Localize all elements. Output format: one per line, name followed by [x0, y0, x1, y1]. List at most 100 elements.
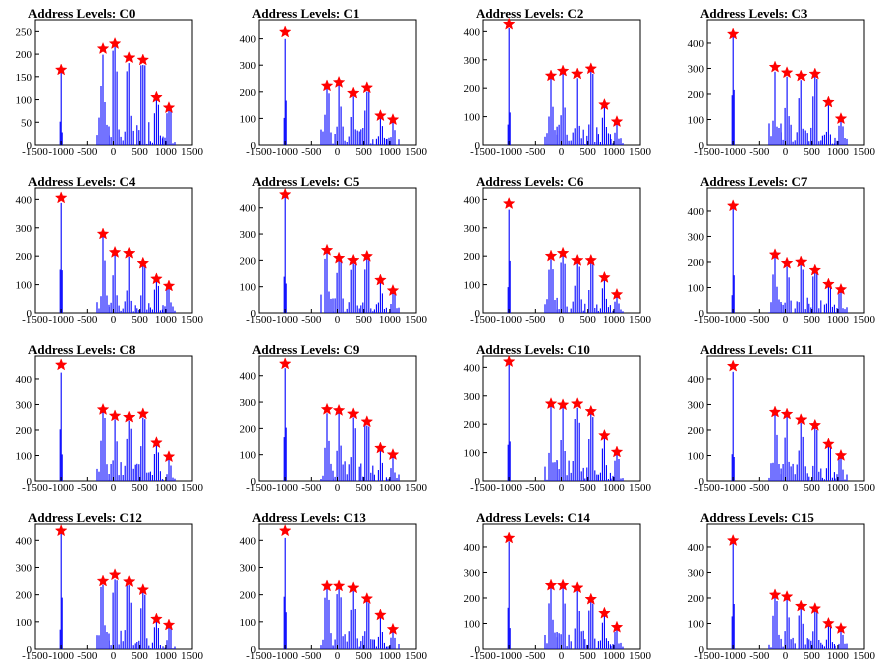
- peak-marker: [726, 27, 740, 40]
- peak-marker: [320, 243, 334, 256]
- y-tick-label: 200: [16, 251, 33, 263]
- x-tick-label: 1500: [405, 482, 428, 494]
- x-tick-label: -1500: [22, 146, 48, 158]
- peak-marker: [584, 404, 598, 417]
- peak-marker: [502, 531, 516, 544]
- histogram-series: [731, 34, 848, 145]
- x-tick-label: -1000: [720, 146, 746, 158]
- x-tick-label: 500: [579, 482, 596, 494]
- peak-marker: [584, 592, 598, 605]
- peak-marker: [834, 448, 848, 461]
- peak-marker: [346, 253, 360, 266]
- peak-marker: [96, 402, 110, 415]
- histogram-series: [59, 202, 176, 313]
- peak-marker: [726, 359, 740, 372]
- chart-title: Address Levels: C14: [476, 510, 590, 525]
- histogram-series: [731, 208, 848, 313]
- x-tick-label: -1000: [272, 314, 298, 326]
- x-tick-label: 1000: [155, 482, 178, 494]
- x-tick-label: 1000: [379, 650, 402, 662]
- x-tick-label: -1500: [22, 482, 48, 494]
- y-tick-label: 300: [464, 391, 481, 403]
- y-tick-label: 400: [240, 535, 257, 547]
- peak-marker: [584, 253, 598, 266]
- x-tick-label: 500: [355, 314, 372, 326]
- y-tick-label: 300: [464, 567, 481, 579]
- y-tick-label: 200: [464, 83, 481, 95]
- histogram-series: [507, 362, 624, 481]
- x-tick-label: 0: [559, 314, 565, 326]
- peak-marker: [374, 441, 387, 454]
- peak-marker: [54, 63, 68, 76]
- x-tick-label: -1500: [246, 146, 272, 158]
- histogram-series: [59, 533, 176, 649]
- y-tick-label: 100: [16, 450, 33, 462]
- x-tick-label: 1000: [379, 146, 402, 158]
- peak-marker: [544, 578, 558, 591]
- y-tick-label: 200: [240, 423, 257, 435]
- x-tick-label: -500: [301, 650, 322, 662]
- peak-marker: [122, 410, 136, 423]
- histogram-chart: Address Levels: C14 0 100 200 300 400 -1500 -10…: [464, 510, 652, 662]
- histogram-series: [507, 28, 624, 145]
- x-tick-label: 1500: [629, 482, 652, 494]
- y-tick-label: 100: [16, 280, 33, 292]
- x-tick-label: -1500: [246, 482, 272, 494]
- peak-marker: [386, 622, 400, 635]
- peak-marker: [570, 397, 584, 410]
- peak-marker: [150, 272, 163, 285]
- peak-marker: [320, 402, 334, 415]
- peak-marker: [610, 287, 624, 300]
- y-tick-label: 100: [16, 95, 33, 107]
- peak-marker: [780, 407, 794, 420]
- x-tick-label: -1000: [720, 482, 746, 494]
- y-tick-label: 0: [251, 476, 257, 488]
- x-tick-label: 1500: [405, 314, 428, 326]
- histogram-chart: Address Levels: C8 0 100 200 300 400 -1500 -100…: [16, 342, 204, 494]
- x-tick-label: 0: [335, 482, 341, 494]
- y-tick-label: 50: [21, 117, 33, 129]
- peak-marker: [610, 115, 624, 128]
- x-tick-label: -1000: [720, 650, 746, 662]
- x-tick-label: 1000: [603, 146, 626, 158]
- x-tick-label: 1000: [827, 314, 850, 326]
- x-tick-label: 0: [111, 146, 117, 158]
- peak-marker: [808, 602, 822, 615]
- peak-marker: [108, 409, 122, 422]
- peak-marker: [360, 415, 374, 428]
- chart-panel: Address Levels: C5 0 100 200 300 400 -1500 -100…: [224, 168, 448, 336]
- peak-marker: [584, 62, 598, 75]
- y-tick-label: 200: [688, 89, 705, 101]
- peak-marker: [502, 354, 516, 368]
- peak-marker: [54, 524, 68, 537]
- x-tick-label: 500: [131, 146, 148, 158]
- x-tick-label: 500: [803, 314, 820, 326]
- x-tick-label: -500: [77, 314, 98, 326]
- peak-marker: [556, 398, 570, 411]
- x-tick-label: -500: [749, 314, 770, 326]
- peak-marker: [108, 568, 122, 581]
- y-tick-label: 0: [699, 644, 705, 656]
- peak-marker: [108, 245, 122, 258]
- x-tick-label: 0: [111, 314, 117, 326]
- histogram-chart: Address Levels: C9 0 100 200 300 400 -1500 -100…: [240, 342, 428, 494]
- chart-title: Address Levels: C12: [28, 510, 142, 525]
- x-tick-label: -1000: [272, 146, 298, 158]
- chart-panel: Address Levels: C11 0 100 200 300 400 -1500 -10…: [672, 336, 896, 504]
- chart-panel: Address Levels: C8 0 100 200 300 400 -1500 -100…: [0, 336, 224, 504]
- x-tick-label: 1500: [853, 146, 876, 158]
- y-tick-label: 200: [240, 590, 257, 602]
- y-tick-label: 200: [16, 49, 33, 61]
- histogram-chart: Address Levels: C5 0 100 200 300 400 -1500 -100…: [240, 174, 428, 326]
- x-tick-label: 1000: [603, 650, 626, 662]
- peak-marker: [374, 273, 387, 286]
- peak-marker: [162, 101, 176, 114]
- peak-marker: [794, 255, 808, 268]
- peak-marker: [278, 25, 292, 38]
- x-tick-label: 0: [559, 650, 565, 662]
- peak-marker: [544, 397, 558, 410]
- peak-marker: [610, 620, 624, 633]
- chart-panel: Address Levels: C2 0 100 200 300 400 -1500 -100…: [448, 0, 672, 168]
- x-tick-label: -500: [525, 482, 546, 494]
- chart-panel: Address Levels: C4 0 100 200 300 400 -1500 -100…: [0, 168, 224, 336]
